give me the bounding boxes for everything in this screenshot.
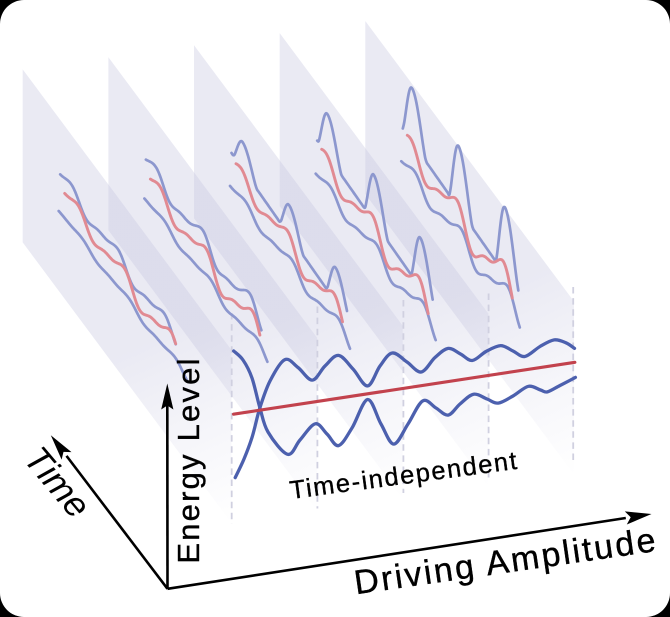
svg-text:Energy Level: Energy Level <box>171 356 206 563</box>
